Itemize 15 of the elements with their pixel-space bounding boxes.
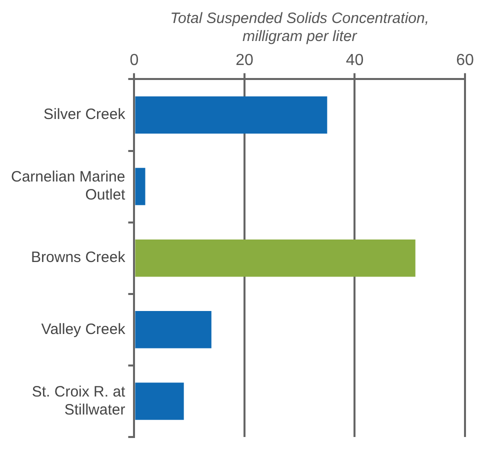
x-tick-label: 0	[130, 52, 139, 70]
x-axis-title: Total Suspended Solids Concentration, milligram per liter	[170, 10, 430, 46]
bar	[135, 239, 416, 277]
x-tick-label: 40	[346, 52, 364, 70]
x-tick-label: 20	[236, 52, 254, 70]
y-tick-label: Valley Creek	[41, 320, 126, 338]
bar	[135, 168, 146, 206]
y-tick-label: St. Croix R. at Stillwater	[32, 383, 126, 418]
bar	[135, 311, 212, 348]
y-tick-label: Browns Creek	[31, 249, 126, 266]
bar	[135, 96, 328, 134]
y-tick-label: Silver Creek	[44, 106, 126, 124]
x-tick-label: 60	[456, 52, 474, 70]
y-tick-label: Carnelian Marine Outlet	[10, 168, 126, 204]
bar	[135, 382, 184, 420]
